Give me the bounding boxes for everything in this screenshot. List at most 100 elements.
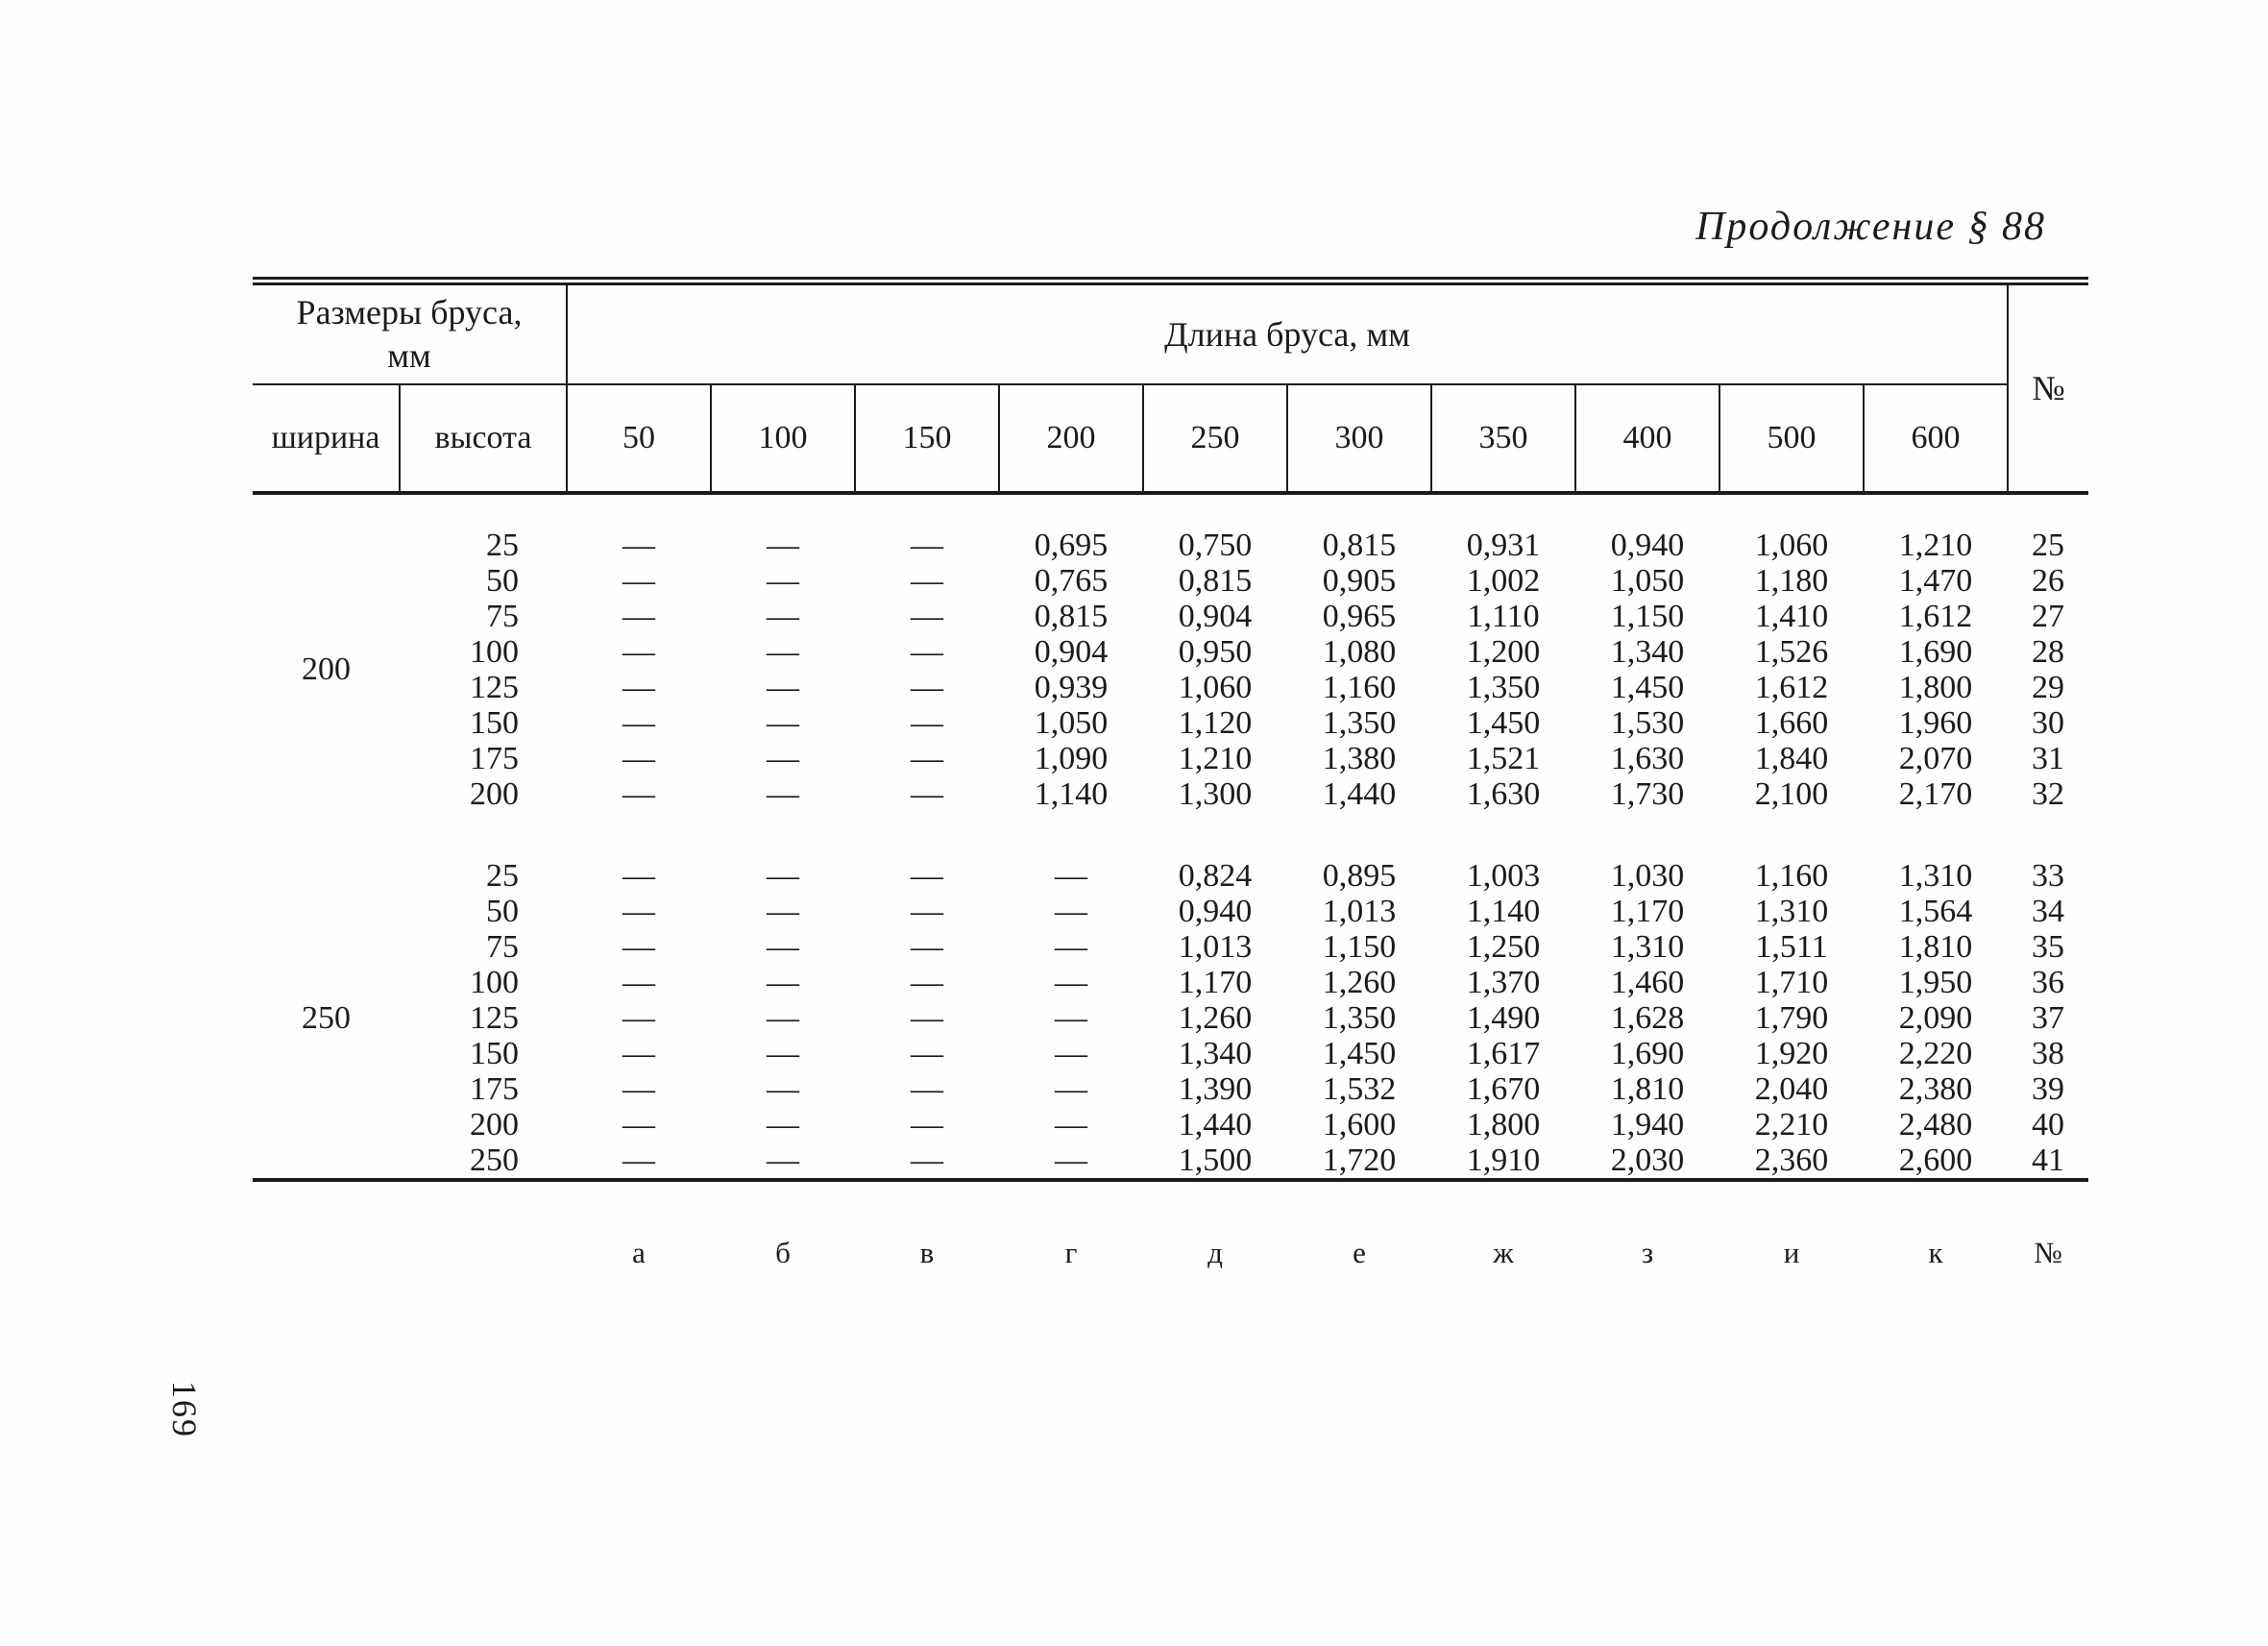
volume-value: — — [767, 598, 799, 634]
volume-value: — — [622, 527, 655, 563]
volume-value: 0,904 — [1178, 598, 1253, 634]
header-subrow: ширина высота 50 100 150 200 250 300 350… — [253, 384, 2088, 495]
volume-value: 1,940 — [1610, 1106, 1685, 1142]
volume-value: — — [767, 999, 799, 1036]
volume-value: 1,950 — [1898, 964, 1973, 1000]
row-number: 30 — [2032, 704, 2064, 741]
volume-value: — — [622, 562, 655, 599]
footer-letter: № — [2034, 1236, 2062, 1269]
volume-value: 1,450 — [1610, 669, 1685, 705]
volume-value: — — [622, 1070, 655, 1107]
volume-value: 1,380 — [1322, 740, 1397, 776]
volume-value: 1,920 — [1754, 1035, 1829, 1071]
volume-value: — — [622, 1106, 655, 1142]
data-block-width-200: 200 25— — —0,695 0,750 0,815 0,931 0,940 1,060 1,… — [253, 493, 2088, 812]
volume-value: 1,013 — [1178, 928, 1253, 965]
length-column-header: 200 — [998, 384, 1143, 495]
row-number: 33 — [2032, 857, 2064, 894]
volume-value: 1,340 — [1178, 1035, 1253, 1071]
volume-value: 2,220 — [1898, 1035, 1973, 1071]
table-row: 75 — — — — 1,013 1,150 1,250 1,310 1,511 1,810 35 — [253, 929, 2088, 965]
volume-value: 0,939 — [1034, 669, 1109, 705]
volume-value: — — [1055, 999, 1087, 1036]
volume-value: 1,800 — [1898, 669, 1973, 705]
volume-value: — — [767, 740, 799, 776]
footer-letter: г — [1064, 1236, 1078, 1269]
volume-value: 1,450 — [1322, 1035, 1397, 1071]
volume-value: — — [911, 1070, 943, 1107]
volume-value: 2,210 — [1754, 1106, 1829, 1142]
page-title: Продолжение § 88 — [1695, 205, 2046, 249]
volume-value: — — [767, 1035, 799, 1071]
volume-value: — — [911, 633, 943, 670]
footer-letter: а — [632, 1236, 646, 1269]
volume-value: — — [767, 1070, 799, 1107]
volume-value: 1,002 — [1466, 562, 1541, 599]
length-column-header: 500 — [1719, 384, 1864, 495]
volume-value: — — [911, 928, 943, 965]
width-value: 250 — [302, 999, 351, 1036]
volume-value: — — [622, 740, 655, 776]
volume-value: 2,100 — [1754, 775, 1829, 812]
volume-value: — — [622, 598, 655, 634]
volume-value: — — [622, 928, 655, 965]
volume-value: 1,564 — [1898, 893, 1973, 929]
volume-value: — — [911, 740, 943, 776]
table-container: Размеры бруса, мм Длина бруса, мм № шири… — [253, 277, 2088, 1268]
volume-value: — — [1055, 928, 1087, 965]
height-column-header: высота — [399, 384, 568, 495]
volume-value: 1,490 — [1466, 999, 1541, 1036]
volume-value: — — [622, 775, 655, 812]
size-group-header: Размеры бруса, мм — [253, 277, 568, 385]
volume-value: — — [767, 857, 799, 894]
volume-value: 1,521 — [1466, 740, 1541, 776]
height-value: 200 — [470, 1106, 519, 1142]
row-number: 29 — [2032, 669, 2064, 705]
volume-value: 0,940 — [1610, 527, 1685, 563]
volume-value: 0,931 — [1466, 527, 1541, 563]
table-row: 150 — — — 1,050 1,120 1,350 1,450 1,530 1,660 1,96… — [253, 705, 2088, 741]
volume-value: 1,170 — [1610, 893, 1685, 929]
volume-value: 1,810 — [1898, 928, 1973, 965]
volume-value: — — [911, 775, 943, 812]
row-number: 40 — [2032, 1106, 2064, 1142]
volume-value: 1,800 — [1466, 1106, 1541, 1142]
volume-value: — — [1055, 1070, 1087, 1107]
volume-value: 1,110 — [1467, 598, 1540, 634]
row-number: 32 — [2032, 775, 2064, 812]
volume-value: 1,470 — [1898, 562, 1973, 599]
length-column-header: 400 — [1574, 384, 1719, 495]
volume-value: — — [767, 1142, 799, 1178]
volume-value: — — [1055, 964, 1087, 1000]
row-number: 25 — [2032, 527, 2064, 563]
volume-value: 1,250 — [1466, 928, 1541, 965]
volume-value: — — [1055, 857, 1087, 894]
table-row: 175 — — — 1,090 1,210 1,380 1,521 1,630 1,840 2,07… — [253, 741, 2088, 776]
volume-value: — — [622, 669, 655, 705]
row-number: 36 — [2032, 964, 2064, 1000]
volume-value: 1,350 — [1322, 999, 1397, 1036]
footer-letter: и — [1783, 1236, 1800, 1269]
volume-value: 1,090 — [1034, 740, 1109, 776]
volume-value: 1,350 — [1466, 669, 1541, 705]
volume-value: — — [911, 999, 943, 1036]
volume-value: 1,840 — [1754, 740, 1829, 776]
volume-value: 1,170 — [1178, 964, 1253, 1000]
volume-value: — — [911, 1106, 943, 1142]
volume-value: 0,815 — [1034, 598, 1109, 634]
volume-value: — — [622, 1035, 655, 1071]
header-group-row: Размеры бруса, мм Длина бруса, мм № — [253, 277, 2088, 495]
table-row: 75 — — — 0,815 0,904 0,965 1,110 1,150 1,410 1,612… — [253, 599, 2088, 634]
volume-value: 1,511 — [1755, 928, 1828, 965]
volume-value: 1,630 — [1466, 775, 1541, 812]
volume-value: 1,530 — [1610, 704, 1685, 741]
block-spacer — [253, 493, 2088, 528]
volume-value: 0,904 — [1034, 633, 1109, 670]
height-value: 150 — [470, 1035, 519, 1071]
letters-row: а б в г д е ж з и к № — [253, 1180, 2088, 1268]
length-column-header: 300 — [1286, 384, 1431, 495]
volume-value: 0,895 — [1322, 857, 1397, 894]
length-column-header: 50 — [567, 384, 711, 495]
volume-value: 1,460 — [1610, 964, 1685, 1000]
